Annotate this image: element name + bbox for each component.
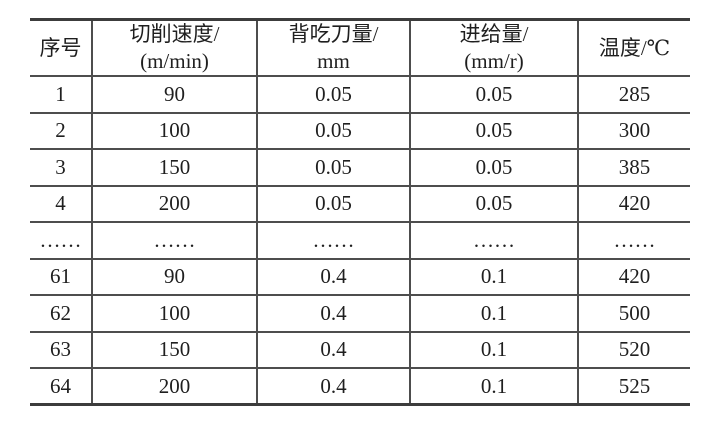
table-row: 4 200 0.05 0.05 420 xyxy=(30,185,690,223)
table-row: 62 100 0.4 0.1 500 xyxy=(30,295,690,333)
table-cell: 100 xyxy=(91,112,257,150)
table-cell: 90 xyxy=(91,258,257,296)
table-cell: 0.05 xyxy=(256,76,410,114)
table-cell: …… xyxy=(409,222,578,260)
table-cell: 520 xyxy=(577,331,690,369)
table-cell: 300 xyxy=(577,112,690,150)
table-cell: 420 xyxy=(577,258,690,296)
header-cell-feed-rate: 进给量/ (mm/r) xyxy=(409,19,578,77)
cutting-parameters-table: 序号 切削速度/ (m/min) 背吃刀量/ mm 进给量/ (mm/r) 温度… xyxy=(30,18,690,406)
table-cell: 62 xyxy=(30,295,92,333)
table-cell: 200 xyxy=(91,185,257,223)
table-row: 2 100 0.05 0.05 300 xyxy=(30,112,690,150)
header-cell-cutting-speed: 切削速度/ (m/min) xyxy=(91,19,257,77)
table-cell: 64 xyxy=(30,368,92,405)
table-cell: 61 xyxy=(30,258,92,296)
table-cell: 385 xyxy=(577,149,690,187)
table-cell: 0.4 xyxy=(256,295,410,333)
table-cell: 100 xyxy=(91,295,257,333)
table-cell: …… xyxy=(30,222,92,260)
table-cell: 0.05 xyxy=(409,76,578,114)
header-cell-temperature: 温度/℃ xyxy=(577,19,690,77)
table-cell: 150 xyxy=(91,149,257,187)
table-cell: 0.1 xyxy=(409,258,578,296)
table-row: 3 150 0.05 0.05 385 xyxy=(30,149,690,187)
table-cell: 0.05 xyxy=(409,149,578,187)
table-row: 1 90 0.05 0.05 285 xyxy=(30,76,690,114)
table-cell: 285 xyxy=(577,76,690,114)
table-cell: 63 xyxy=(30,331,92,369)
table-cell: 0.1 xyxy=(409,368,578,405)
table-cell: 420 xyxy=(577,185,690,223)
table-cell: 0.4 xyxy=(256,331,410,369)
table-cell: 0.4 xyxy=(256,258,410,296)
table-cell: 0.4 xyxy=(256,368,410,405)
table-cell: 0.05 xyxy=(256,149,410,187)
table-cell: 0.05 xyxy=(256,112,410,150)
table-body: 1 90 0.05 0.05 285 2 100 0.05 0.05 300 3 150 0.05 0.0… xyxy=(30,76,690,405)
table-cell: 1 xyxy=(30,76,92,114)
table-cell: 200 xyxy=(91,368,257,405)
header-row: 序号 切削速度/ (m/min) 背吃刀量/ mm 进给量/ (mm/r) 温度… xyxy=(30,19,690,77)
header-cell-depth-of-cut: 背吃刀量/ mm xyxy=(256,19,410,77)
table-row: ………………………… xyxy=(30,222,690,260)
table-cell: 150 xyxy=(91,331,257,369)
table-cell: 90 xyxy=(91,76,257,114)
table-cell: 2 xyxy=(30,112,92,150)
table-cell: 0.05 xyxy=(409,112,578,150)
table-cell: 0.05 xyxy=(409,185,578,223)
table-row: 64 200 0.4 0.1 525 xyxy=(30,368,690,405)
table-row: 63 150 0.4 0.1 520 xyxy=(30,331,690,369)
table-cell: …… xyxy=(91,222,257,260)
header-cell-serial-number: 序号 xyxy=(30,19,92,77)
table-cell: 525 xyxy=(577,368,690,405)
table-cell: …… xyxy=(577,222,690,260)
table-cell: 3 xyxy=(30,149,92,187)
table-cell: 4 xyxy=(30,185,92,223)
table-cell: 0.1 xyxy=(409,331,578,369)
table-row: 61 90 0.4 0.1 420 xyxy=(30,258,690,296)
table-cell: 0.1 xyxy=(409,295,578,333)
table-cell: …… xyxy=(256,222,410,260)
table-cell: 500 xyxy=(577,295,690,333)
table-cell: 0.05 xyxy=(256,185,410,223)
